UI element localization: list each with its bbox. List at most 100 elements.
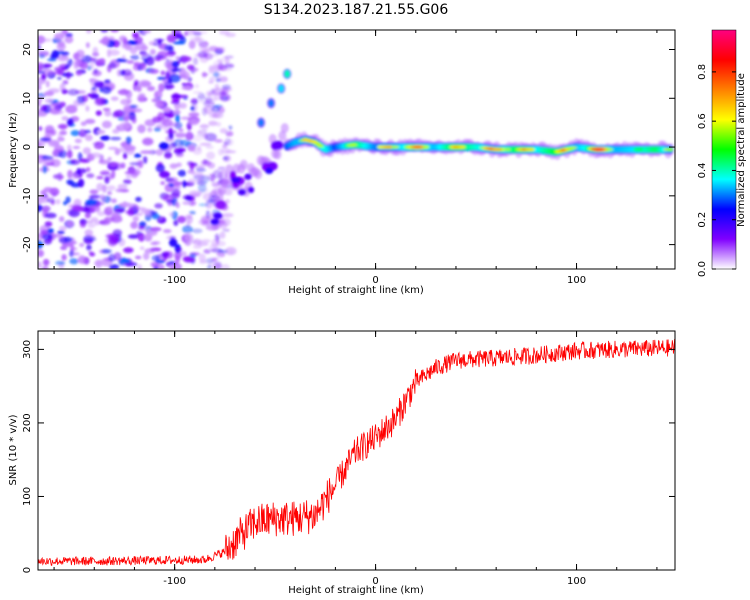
- spectrogram-noise-blob: [187, 145, 196, 152]
- spectrogram-noise-blob: [140, 80, 152, 87]
- spectrogram-noise-blob: [202, 192, 211, 201]
- spectrogram-ridge-halo: [254, 169, 263, 180]
- spectrogram-noise-blob: [198, 219, 209, 225]
- spectrogram-noise-blob: [197, 183, 207, 193]
- spectrogram-noise-blob: [101, 36, 110, 46]
- spectrogram-noise-blob: [57, 76, 62, 80]
- spectrogram-noise-blob: [178, 251, 187, 257]
- spectrogram-x-label: Height of straight line (km): [288, 285, 424, 296]
- snr-x-tick-label: -100: [163, 576, 186, 587]
- colorbar-frame: [711, 29, 737, 270]
- spectrogram-noise-blob: [192, 90, 203, 95]
- spectrogram-noise-blob: [150, 48, 156, 55]
- spectrogram-y-axis: -20 -10 0 10 20: [22, 43, 675, 253]
- colorbar-tick-label: 0.0: [697, 261, 708, 277]
- spectrogram-noise-blob: [142, 137, 154, 146]
- spectrogram-noise-blob: [198, 253, 206, 262]
- spectrogram-noise-blob: [215, 262, 222, 269]
- spectrogram-noise-blob: [169, 236, 176, 240]
- colorbar-ticks: 0.0 0.2 0.4 0.6 0.8: [697, 29, 737, 277]
- spectrogram-noise-blob: [70, 129, 80, 137]
- spectrogram-noise-blob: [143, 59, 148, 65]
- spectrogram-x-tick-label: 0: [372, 275, 378, 286]
- snr-x-tick-label: 0: [372, 576, 378, 587]
- spectrogram-noise-blob: [194, 53, 203, 57]
- spectrogram-noise-blob: [217, 166, 226, 170]
- spectrogram-noise-blob: [126, 114, 136, 121]
- spectrogram-ridge-halo: [273, 149, 282, 160]
- spectrogram-noise-blob: [86, 173, 95, 179]
- spectrogram-noise-blob: [108, 62, 117, 70]
- spectrogram-noise-blob: [129, 162, 141, 166]
- spectrogram-noise-blob: [225, 32, 236, 38]
- spectrogram-noise-blob: [107, 190, 112, 196]
- spectrogram-noise-blob: [50, 71, 63, 75]
- spectrogram-noise-blob: [58, 216, 65, 223]
- spectrogram-noise-blob: [89, 194, 101, 199]
- spectrogram-noise-blob: [43, 63, 53, 68]
- spectrogram-noise-blob: [201, 239, 211, 243]
- spectrogram-noise-blob: [108, 173, 114, 180]
- colorbar-tick-label: 0.2: [697, 212, 708, 228]
- spectrogram-noise-blob: [66, 221, 74, 227]
- spectrogram-x-tick-label: -100: [163, 275, 186, 286]
- spectrogram-noise-blob: [177, 169, 187, 177]
- spectrogram-noise-blob: [87, 223, 96, 228]
- spectrogram-noise-blob: [133, 82, 138, 92]
- spectrogram-noise-blob: [222, 144, 228, 149]
- spectrogram-noise-blob: [102, 184, 107, 193]
- spectrogram-y-label: Frequency (Hz): [8, 112, 19, 188]
- spectrogram-noise-blob: [111, 198, 117, 204]
- spectrogram-noise-blob: [38, 126, 43, 131]
- spectrogram-noise-blob: [44, 221, 53, 227]
- snr-frame: [37, 330, 676, 571]
- spectrogram-noise-blob: [108, 49, 120, 56]
- spectrogram-noise-blob: [108, 253, 116, 262]
- spectrogram-noise-blob: [93, 81, 105, 88]
- spectrogram-x-tick-label: 100: [567, 275, 586, 286]
- spectrogram-ridge-halo: [239, 159, 248, 170]
- spectrogram-noise-blob: [42, 233, 53, 240]
- spectrogram-noise-blob: [143, 30, 151, 34]
- spectrogram-ridge-halo: [280, 123, 289, 134]
- spectrogram-noise-blob: [219, 231, 226, 239]
- spectrogram-noise-blob: [125, 262, 138, 267]
- spectrogram-noise-blob: [59, 124, 68, 130]
- spectrogram-noise-blob: [41, 266, 49, 269]
- spectrogram-noise-blob: [70, 241, 78, 245]
- spectrogram-noise-blob: [185, 195, 193, 201]
- spectrogram-noise-blob: [138, 226, 146, 230]
- spectrogram-noise-blob: [101, 86, 112, 94]
- snr-y-label: SNR (10 * v/v): [8, 414, 19, 485]
- spectrogram-noise-blob: [38, 83, 42, 91]
- spectrogram-noise-blob: [165, 71, 171, 80]
- spectrogram-noise-blob: [168, 212, 175, 217]
- spectrogram-noise-blob: [208, 120, 218, 127]
- spectrogram-noise-blob: [181, 56, 192, 62]
- spectrogram-noise-blob: [197, 129, 208, 137]
- spectrogram-noise-blob: [119, 69, 126, 76]
- spectrogram-noise-blob: [38, 157, 43, 164]
- spectrogram-noise-blob: [95, 110, 102, 116]
- spectrogram-noise-blob: [109, 162, 119, 167]
- spectrogram-noise-blob: [46, 58, 57, 62]
- spectrogram-noise-blob: [59, 236, 71, 244]
- spectrogram-noise-blob: [38, 249, 45, 258]
- spectrogram-noise-blob: [191, 228, 203, 234]
- spectrogram-noise-blob: [157, 112, 166, 121]
- snr-panel: -100 0 100 0 100 200 300 Height of straight l…: [8, 330, 676, 596]
- spectrogram-noise-blob: [42, 165, 47, 174]
- spectrogram-noise-blob: [174, 255, 181, 264]
- spectrogram-noise-blob: [167, 77, 173, 84]
- spectrogram-noise-blob: [87, 93, 92, 97]
- spectrogram-noise-blob: [183, 71, 190, 81]
- spectrogram-noise-blob: [197, 92, 206, 101]
- spectrogram-noise-blob: [162, 107, 172, 113]
- spectrogram-noise-blob: [42, 206, 50, 213]
- spectrogram-marks: [38, 30, 675, 269]
- spectrogram-noise-blob: [112, 128, 120, 134]
- spectrogram-noise-blob: [130, 168, 141, 176]
- spectrogram-noise-blob: [147, 127, 153, 133]
- spectrogram-noise-blob: [145, 211, 151, 216]
- spectrogram-noise-blob: [221, 169, 227, 173]
